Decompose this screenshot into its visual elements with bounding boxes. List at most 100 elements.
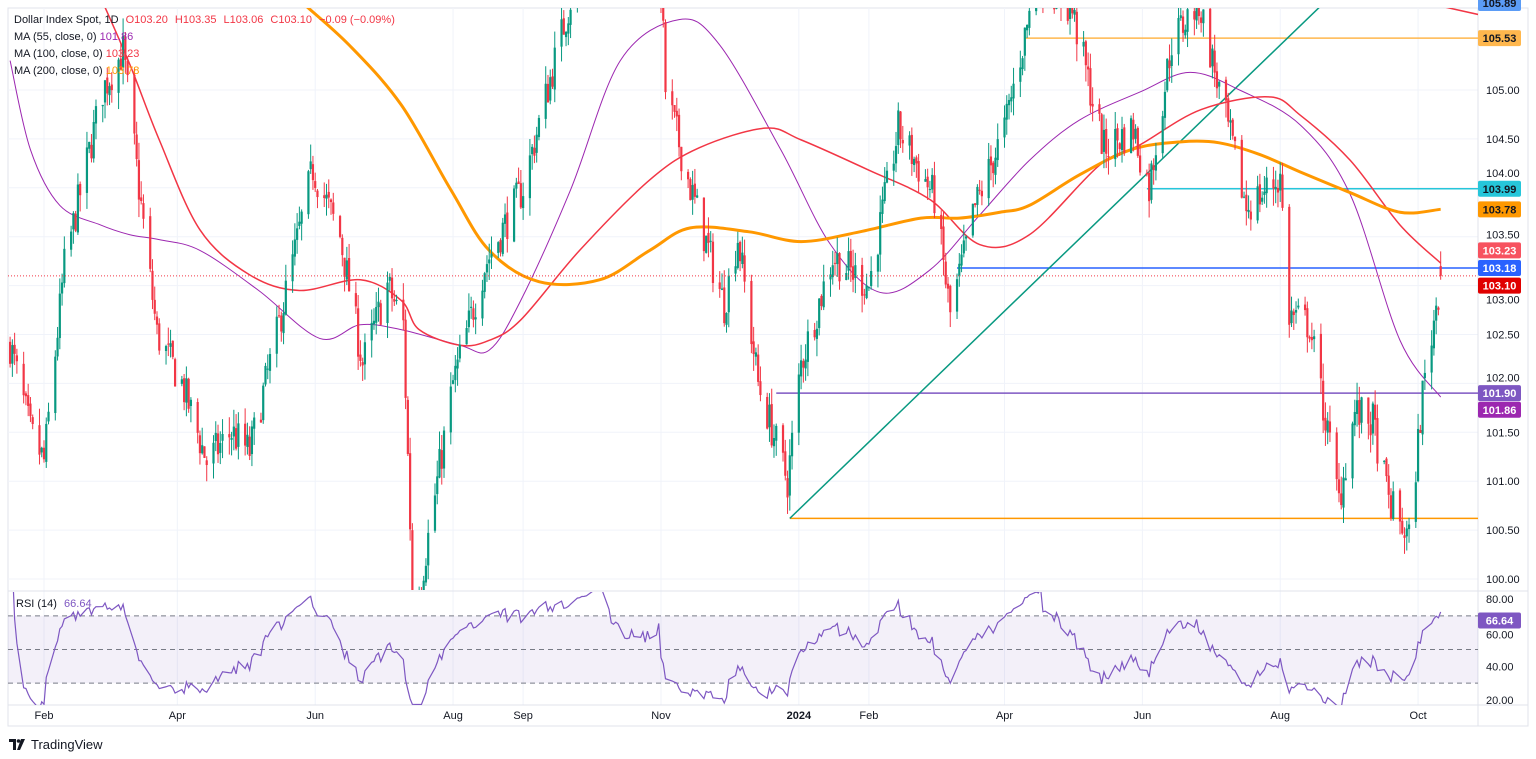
candle-body xyxy=(205,460,208,466)
candle-body xyxy=(298,221,301,226)
candle-body xyxy=(357,308,360,357)
candle-body xyxy=(354,293,357,307)
candle-body xyxy=(280,315,283,332)
candle-body xyxy=(1344,478,1347,481)
rsi-tick-label: 20.00 xyxy=(1486,695,1514,707)
candle-body xyxy=(338,216,342,237)
rsi-tick-label: 80.00 xyxy=(1486,594,1514,606)
candle-body xyxy=(393,299,396,302)
candle-body xyxy=(363,342,367,365)
candle-body xyxy=(553,47,556,90)
candle-body xyxy=(458,344,461,359)
price-tag-bg xyxy=(1478,201,1521,218)
price-tag: 103.23 xyxy=(1483,245,1517,257)
candle-body xyxy=(1055,8,1058,9)
candle-body xyxy=(29,403,32,417)
candle-body xyxy=(1432,320,1435,349)
candle-body xyxy=(133,74,136,134)
price-tick-label: 100.50 xyxy=(1486,525,1520,537)
candle-body xyxy=(738,241,742,262)
candle-body xyxy=(876,254,880,272)
candle-body xyxy=(449,386,452,433)
candle-body xyxy=(870,270,873,287)
candle-body xyxy=(1423,372,1426,379)
candle-body xyxy=(1342,477,1345,508)
candle-body xyxy=(1132,119,1135,140)
candle-body xyxy=(734,266,737,274)
candle-body xyxy=(696,195,699,198)
candle-body xyxy=(964,236,968,239)
candle-body xyxy=(309,161,312,170)
candle-body xyxy=(1184,29,1187,36)
price-axis[interactable]: 100.00 100.50 101.00 101.50 102.00 102.50 103.… xyxy=(1486,85,1520,586)
candle-body xyxy=(142,203,145,219)
candle-body xyxy=(949,285,952,313)
ma55-legend[interactable]: MA (55, close, 0) 101.86 xyxy=(14,29,395,46)
brand-name: TradingView xyxy=(31,737,103,752)
rsi-legend[interactable]: RSI (14) 66.64 xyxy=(16,598,92,610)
candle-body xyxy=(230,437,233,440)
candle-body xyxy=(1150,163,1153,200)
time-tick-label: Oct xyxy=(1410,710,1427,722)
price-tag-bg xyxy=(1478,277,1521,294)
candle-body xyxy=(1163,91,1167,118)
candle-body xyxy=(1435,305,1438,321)
candle-body xyxy=(908,135,911,146)
candle-body xyxy=(1068,8,1072,19)
candle-body xyxy=(1258,184,1261,205)
candle-body xyxy=(390,277,394,299)
candle-body xyxy=(775,425,778,441)
candle-body xyxy=(757,354,760,382)
candle-body xyxy=(1066,8,1069,21)
candle-body xyxy=(928,189,932,191)
candle-body xyxy=(1091,103,1094,107)
candle-body xyxy=(531,146,534,155)
candle-body xyxy=(140,197,143,201)
candle-body xyxy=(1023,27,1026,56)
time-tick-label: Aug xyxy=(443,710,463,722)
candle-body xyxy=(519,183,522,208)
candle-body xyxy=(1240,139,1243,198)
time-axis[interactable]: Feb Apr Jun Aug Sep Nov 2024 Feb Apr Jun Aug Oct xyxy=(35,710,1427,722)
candle-body xyxy=(76,184,79,233)
candle-body xyxy=(849,250,852,268)
candle-body xyxy=(1123,127,1126,153)
candle-body xyxy=(564,31,568,38)
candle-body xyxy=(481,290,484,319)
candle-body xyxy=(1263,191,1266,195)
candle-body xyxy=(1265,177,1268,194)
candle-body xyxy=(228,434,231,438)
ma100-legend[interactable]: MA (100, close, 0) 103.23 xyxy=(14,46,395,63)
candle-body xyxy=(680,146,683,172)
rsi-axis[interactable]: 80.00 60.00 40.00 20.00 xyxy=(1486,594,1514,707)
candle-body xyxy=(806,331,809,362)
candle-body xyxy=(284,280,287,315)
symbol-name[interactable]: Dollar Index Spot, 1D xyxy=(14,14,119,26)
candle-body xyxy=(1200,17,1203,23)
candle-body xyxy=(250,426,254,455)
candle-body xyxy=(1161,116,1164,154)
candle-body xyxy=(126,60,129,76)
candle-body xyxy=(1360,397,1363,423)
candle-body xyxy=(377,301,380,308)
candle-body xyxy=(549,77,552,101)
candle-body xyxy=(861,264,864,296)
price-tag: 105.53 xyxy=(1483,33,1517,45)
candle-body xyxy=(569,9,572,25)
candle-body xyxy=(1313,336,1316,340)
price-tick-label: 101.50 xyxy=(1486,427,1520,439)
tradingview-logo[interactable]: TradingView xyxy=(9,737,103,752)
candles xyxy=(9,8,1442,590)
candle-body xyxy=(106,77,109,94)
candle-body xyxy=(388,276,391,281)
candle-body xyxy=(262,385,265,421)
ma200-legend[interactable]: MA (200, close, 0) 103.78 xyxy=(14,63,395,80)
moving-average-line xyxy=(306,8,1441,287)
candle-body xyxy=(1213,50,1216,73)
candle-body xyxy=(1369,424,1372,436)
candle-body xyxy=(838,253,841,282)
candle-body xyxy=(818,298,821,329)
candle-body xyxy=(863,294,866,296)
candle-body xyxy=(1134,128,1137,139)
